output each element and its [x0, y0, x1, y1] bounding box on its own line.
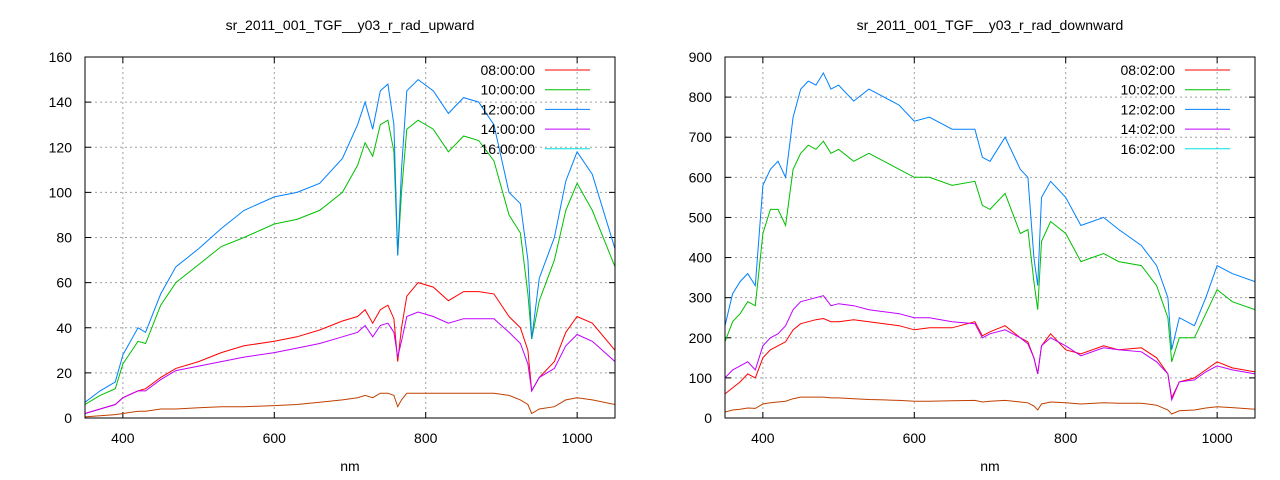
- series-line-12:00:00: [85, 78, 615, 403]
- chart-title: sr_2011_001_TGF__y03_r_rad_downward: [857, 17, 1124, 33]
- y-tick-label: 300: [689, 290, 713, 306]
- legend-label: 08:02:00: [1121, 62, 1176, 78]
- legend-label: 16:00:00: [481, 141, 536, 157]
- y-tick-label: 0: [64, 410, 72, 426]
- legend-label: 12:02:00: [1121, 101, 1176, 117]
- series-line-12:02:00: [725, 71, 1255, 350]
- series-line-08:02:00: [725, 317, 1255, 400]
- x-axis-label: nm: [980, 458, 999, 474]
- x-tick-label: 1000: [1202, 430, 1233, 446]
- legend-label: 10:02:00: [1121, 82, 1176, 98]
- y-tick-label: 80: [56, 230, 72, 246]
- y-tick-label: 800: [689, 89, 713, 105]
- y-tick-label: 100: [49, 184, 73, 200]
- series-line-10:02:00: [725, 140, 1255, 362]
- x-tick-label: 600: [263, 430, 287, 446]
- y-tick-label: 100: [689, 370, 713, 386]
- y-tick-label: 120: [49, 139, 73, 155]
- series-line-16:02:00: [725, 396, 1255, 415]
- y-tick-label: 600: [689, 169, 713, 185]
- legend-label: 16:02:00: [1121, 141, 1176, 157]
- x-tick-label: 400: [111, 430, 135, 446]
- y-tick-label: 40: [56, 320, 72, 336]
- legend-label: 14:00:00: [481, 121, 536, 137]
- series-line-16:00:00: [85, 392, 615, 418]
- y-tick-label: 140: [49, 94, 73, 110]
- x-tick-label: 600: [903, 430, 927, 446]
- y-tick-label: 500: [689, 209, 713, 225]
- legend-label: 12:00:00: [481, 101, 536, 117]
- y-tick-label: 20: [56, 365, 72, 381]
- chart-title: sr_2011_001_TGF__y03_r_rad_upward: [226, 17, 475, 33]
- series-line-14:00:00: [85, 311, 615, 414]
- x-tick-label: 800: [414, 430, 438, 446]
- series-line-14:02:00: [725, 295, 1255, 402]
- legend-label: 14:02:00: [1121, 121, 1176, 137]
- y-tick-label: 400: [689, 250, 713, 266]
- y-tick-label: 200: [689, 330, 713, 346]
- series-line-10:00:00: [85, 119, 615, 405]
- series-line-08:00:00: [85, 282, 615, 414]
- x-axis-label: nm: [340, 458, 359, 474]
- plot-frame: [724, 56, 1256, 419]
- x-tick-label: 400: [751, 430, 775, 446]
- legend-label: 10:00:00: [481, 82, 536, 98]
- x-tick-label: 1000: [562, 430, 593, 446]
- y-tick-label: 160: [49, 49, 73, 65]
- plot-frame: [84, 56, 616, 419]
- y-tick-label: 900: [689, 49, 713, 65]
- x-tick-label: 800: [1054, 430, 1078, 446]
- y-tick-label: 60: [56, 275, 72, 291]
- y-tick-label: 0: [704, 410, 712, 426]
- y-tick-label: 700: [689, 129, 713, 145]
- legend-label: 08:00:00: [481, 62, 536, 78]
